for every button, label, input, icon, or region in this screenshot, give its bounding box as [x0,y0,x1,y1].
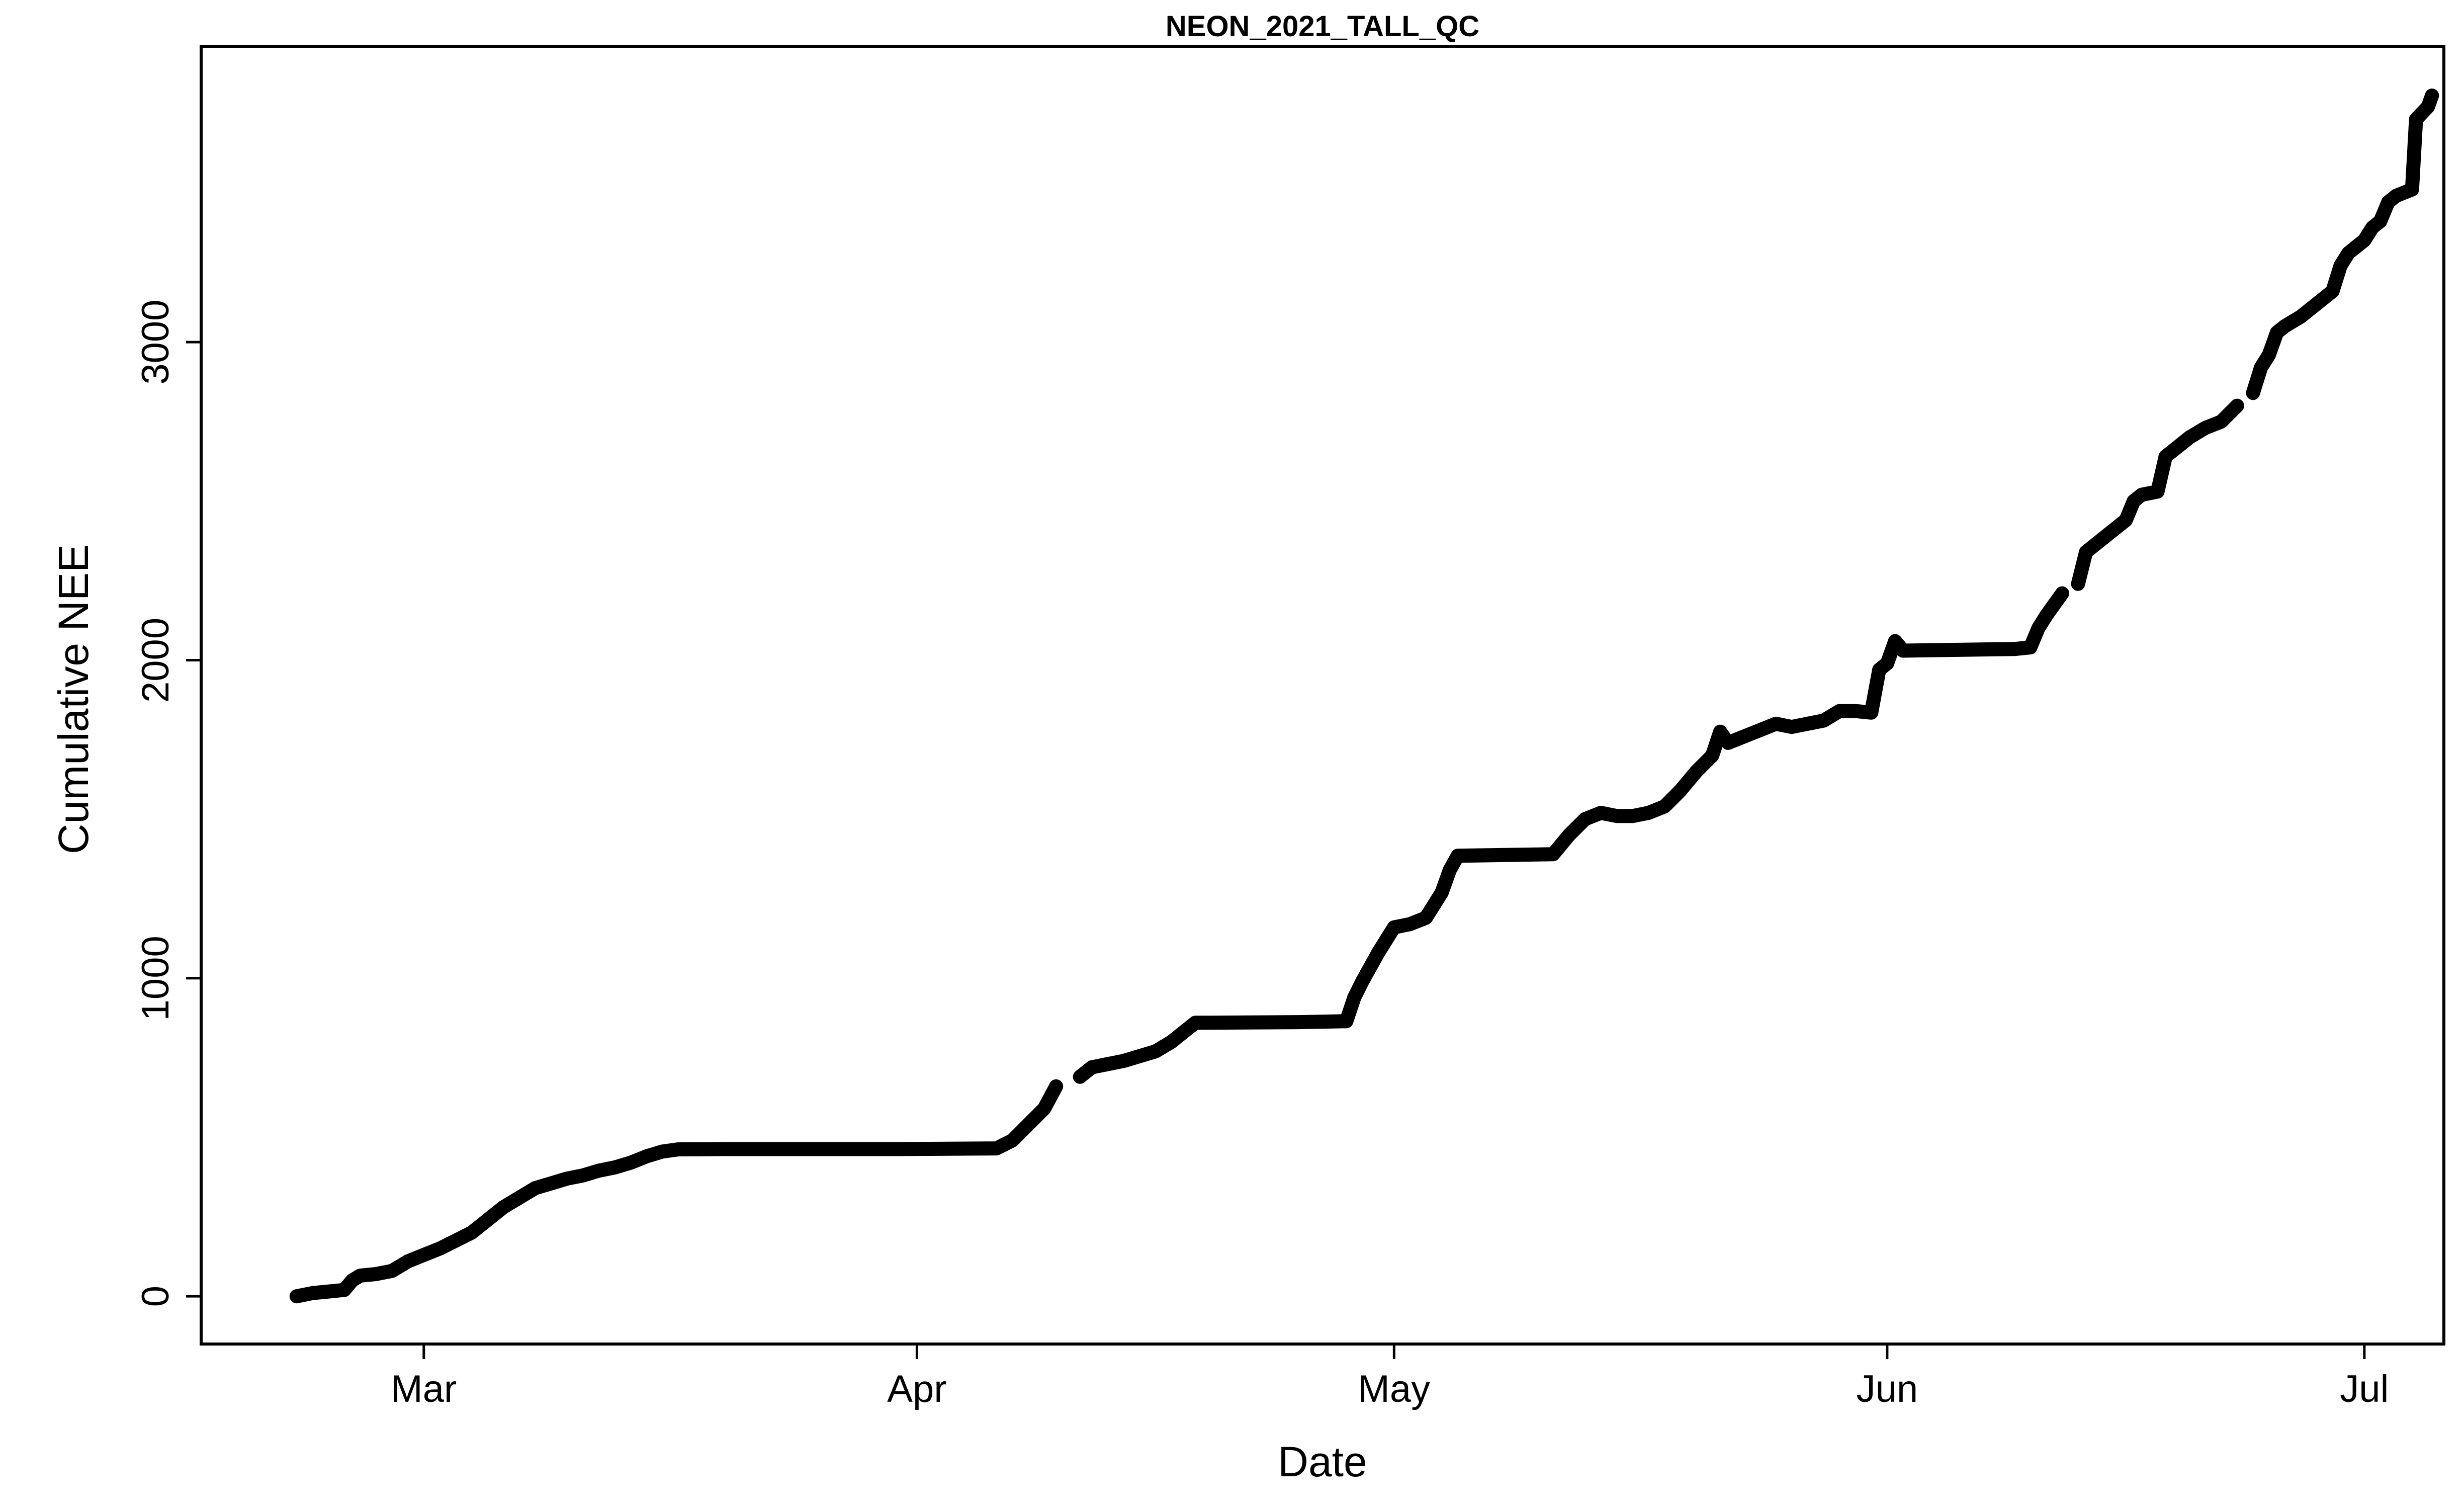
x-axis-title: Date [1278,1438,1367,1485]
series-line-group [289,89,2439,1304]
y-tick-label: 0 [134,1286,177,1307]
x-tick-label: May [1358,1368,1431,1410]
y-tick-label: 3000 [134,300,177,385]
series-line-segment [289,1079,1064,1304]
series-line-segment [2246,89,2439,400]
x-tick-label: Apr [887,1368,946,1410]
x-tick-label: Mar [391,1368,457,1410]
series-line-segment [2071,398,2244,591]
chart-title: NEON_2021_TALL_QC [1166,10,1479,43]
series-line-segment [1073,586,2069,1084]
x-axis: Mar Apr May Jun Jul [391,1344,2389,1410]
plot-frame [200,45,2445,1346]
y-axis: 0 1000 2000 3000 [134,300,201,1307]
y-tick-label: 2000 [134,618,177,703]
x-tick-label: Jul [2340,1368,2389,1410]
y-axis-title: Cumulative NEE [50,544,97,854]
x-tick-label: Jun [1857,1368,1918,1410]
y-tick-label: 1000 [134,936,177,1021]
